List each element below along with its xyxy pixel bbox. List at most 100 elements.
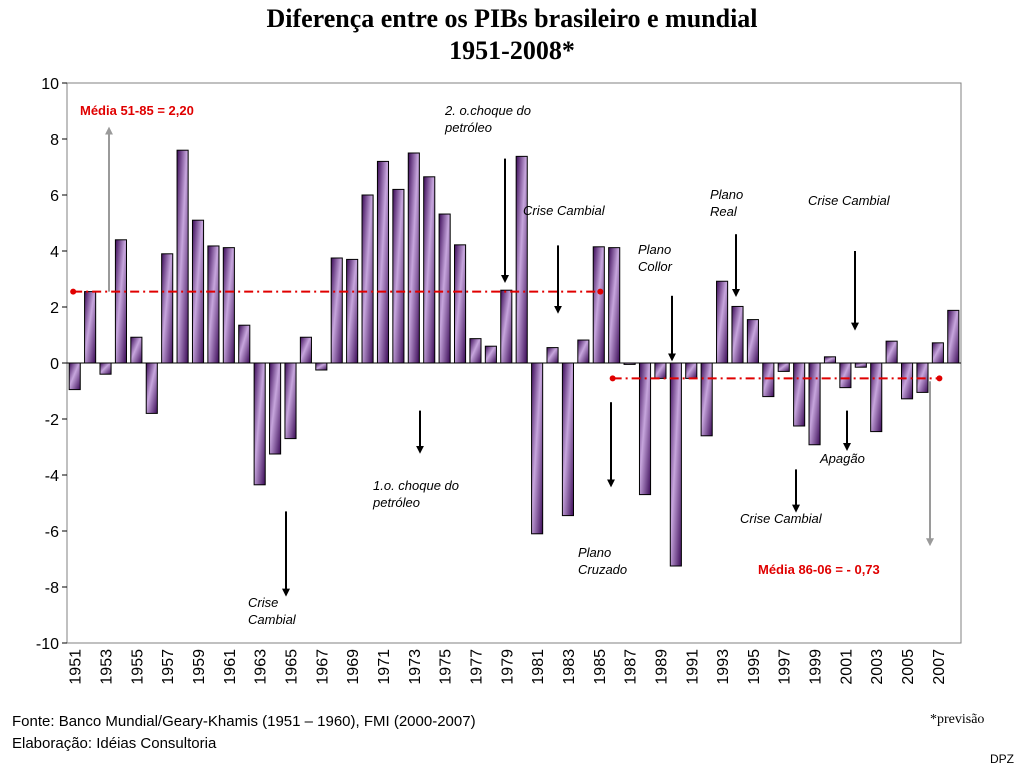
x-tick-label: 1953 bbox=[99, 649, 116, 685]
bar-1983 bbox=[561, 362, 574, 517]
bar-1986 bbox=[608, 247, 621, 364]
chart-annotation: Plano Cruzado bbox=[578, 545, 627, 577]
bar-1977 bbox=[469, 338, 482, 364]
bar-1974 bbox=[423, 176, 436, 364]
x-tick-label: 1969 bbox=[345, 649, 362, 685]
chart-annotation: Crise Cambial bbox=[808, 193, 891, 208]
bar-2002 bbox=[854, 362, 867, 368]
bar-1976 bbox=[454, 244, 467, 364]
bar-2007 bbox=[931, 342, 944, 364]
bar-2001 bbox=[839, 362, 852, 389]
bar-1967 bbox=[315, 362, 328, 371]
bar-1992 bbox=[700, 362, 713, 437]
chart-annotation: Crise Cambial bbox=[740, 511, 823, 526]
chart-annotation: 1.o. choque do petróleo bbox=[372, 478, 459, 510]
x-tick-label: 1987 bbox=[623, 649, 640, 685]
chart-annotation: 2. o.choque do petróleo bbox=[444, 103, 531, 135]
bar-1988 bbox=[638, 362, 652, 496]
x-tick-label: 2007 bbox=[931, 649, 948, 685]
bar-1998 bbox=[793, 362, 806, 427]
bar-1955 bbox=[130, 336, 143, 364]
bar-1954 bbox=[114, 239, 127, 364]
bar-1970 bbox=[361, 194, 374, 364]
bar-1958 bbox=[176, 149, 189, 364]
bar-1981 bbox=[531, 362, 544, 535]
chart-annotation: Crise Cambial bbox=[248, 595, 297, 627]
average-start-dot bbox=[70, 288, 77, 295]
bar-1999 bbox=[808, 362, 821, 446]
bar-1960 bbox=[207, 245, 220, 364]
y-tick-label: -6 bbox=[45, 524, 59, 541]
bar-1996 bbox=[762, 362, 775, 398]
x-tick-label: 1997 bbox=[777, 649, 794, 685]
bar-1980 bbox=[515, 155, 528, 364]
bar-1972 bbox=[392, 188, 405, 364]
x-tick-label: 1975 bbox=[438, 649, 455, 685]
bar-1957 bbox=[161, 253, 174, 364]
y-tick-label: -2 bbox=[45, 412, 59, 429]
y-tick-label: 8 bbox=[50, 132, 59, 149]
bar-1994 bbox=[731, 305, 744, 364]
x-tick-label: 1993 bbox=[715, 649, 732, 685]
x-tick-label: 2001 bbox=[838, 649, 855, 685]
x-tick-label: 1961 bbox=[222, 649, 239, 685]
bar-1989 bbox=[654, 362, 667, 379]
x-tick-label: 1995 bbox=[746, 649, 763, 685]
x-tick-label: 1983 bbox=[561, 649, 578, 685]
bar-2003 bbox=[870, 362, 883, 433]
bar-1990 bbox=[669, 362, 682, 567]
y-tick-label: 2 bbox=[50, 300, 59, 317]
bar-1966 bbox=[299, 336, 312, 364]
bar-1993 bbox=[716, 280, 729, 364]
chart-title-line2: 1951-2008* bbox=[449, 36, 575, 65]
chart-annotation: Crise Cambial bbox=[523, 203, 606, 218]
x-tick-label: 2003 bbox=[869, 649, 886, 685]
chart-annotation: Plano Real bbox=[710, 187, 743, 219]
bar-1953 bbox=[99, 362, 112, 375]
average-end-dot bbox=[936, 375, 943, 382]
bar-2000 bbox=[823, 356, 837, 364]
corner-label: DPZ bbox=[990, 752, 1014, 766]
x-tick-label: 1979 bbox=[499, 649, 516, 685]
bar-1951 bbox=[68, 362, 81, 391]
bar-2004 bbox=[885, 340, 898, 364]
average-end-dot bbox=[597, 288, 604, 295]
bar-1982 bbox=[546, 347, 559, 364]
bar-1979 bbox=[500, 289, 513, 364]
x-tick-label: 1965 bbox=[284, 649, 301, 685]
bar-2005 bbox=[901, 362, 914, 400]
bar-1973 bbox=[407, 152, 420, 364]
x-tick-label: 1967 bbox=[314, 649, 331, 685]
bar-1961 bbox=[222, 247, 235, 364]
bar-2008 bbox=[947, 309, 960, 364]
average-start-dot bbox=[609, 375, 616, 382]
chart-annotation: Média 51-85 = 2,20 bbox=[80, 103, 194, 118]
chart-title-line1: Diferença entre os PIBs brasileiro e mun… bbox=[266, 4, 758, 33]
bar-1997 bbox=[777, 362, 790, 372]
bar-1956 bbox=[145, 362, 158, 414]
y-tick-label: 6 bbox=[50, 188, 59, 205]
bar-1991 bbox=[685, 362, 698, 379]
x-tick-label: 1957 bbox=[160, 649, 177, 685]
x-tick-label: 1977 bbox=[468, 649, 485, 685]
source-note: Fonte: Banco Mundial/Geary-Khamis (1951 … bbox=[12, 713, 476, 730]
elaboration-note: Elaboração: Idéias Consultoria bbox=[12, 735, 217, 752]
x-tick-label: 1973 bbox=[407, 649, 424, 685]
bar-1968 bbox=[330, 257, 343, 364]
bar-1963 bbox=[253, 362, 266, 486]
y-tick-label: -10 bbox=[36, 636, 59, 653]
x-tick-label: 1985 bbox=[592, 649, 609, 685]
y-tick-label: 0 bbox=[50, 356, 59, 373]
x-tick-label: 1951 bbox=[68, 649, 85, 685]
y-tick-label: 10 bbox=[41, 76, 59, 93]
bar-1995 bbox=[746, 319, 759, 364]
y-tick-label: -8 bbox=[45, 580, 59, 597]
x-tick-label: 1999 bbox=[808, 649, 825, 685]
x-tick-label: 1991 bbox=[684, 649, 701, 685]
x-tick-label: 1989 bbox=[653, 649, 670, 685]
forecast-note: *previsão bbox=[930, 712, 985, 727]
bar-1964 bbox=[269, 362, 282, 455]
chart-annotation: Plano Collor bbox=[638, 242, 673, 274]
bar-1984 bbox=[577, 339, 590, 364]
